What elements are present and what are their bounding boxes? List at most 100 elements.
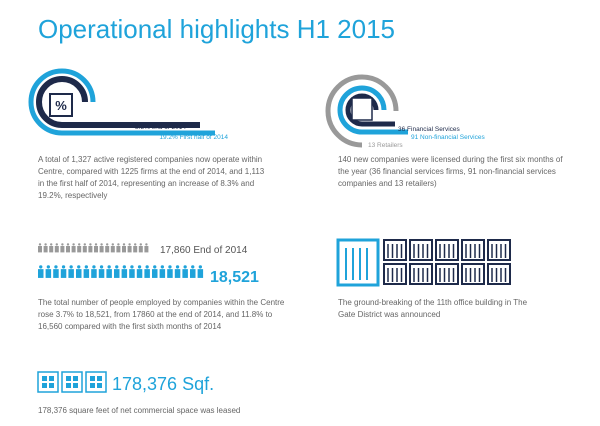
- person: [55, 243, 58, 246]
- building: [383, 239, 407, 261]
- person: [106, 243, 109, 246]
- person: [94, 243, 98, 246]
- person: [137, 265, 142, 269]
- person: [174, 269, 181, 278]
- space-cell: [73, 376, 78, 381]
- building: [435, 239, 459, 261]
- space-cell: [66, 383, 71, 388]
- person: [129, 269, 135, 278]
- person: [168, 265, 172, 269]
- label: 13 Retailers: [368, 142, 403, 149]
- person: [38, 243, 42, 246]
- person: [100, 243, 103, 246]
- paragraph-line: The ground-breaking of the 11th office b…: [338, 298, 528, 307]
- person: [122, 246, 126, 253]
- person: [69, 265, 73, 269]
- person: [66, 243, 70, 246]
- person: [76, 269, 82, 278]
- person: [122, 265, 126, 269]
- building: [487, 239, 511, 261]
- person: [183, 265, 187, 269]
- person: [105, 246, 110, 253]
- person: [190, 269, 196, 278]
- person: [43, 246, 48, 253]
- person: [98, 269, 105, 278]
- person: [116, 246, 121, 253]
- person: [50, 243, 53, 246]
- person: [182, 269, 188, 278]
- space-cell: [49, 376, 54, 381]
- space-cell: [97, 383, 102, 388]
- paragraph-line: in the first half of 2014, representing …: [38, 179, 254, 188]
- person: [144, 269, 150, 278]
- paragraph-line: The total number of people employed by c…: [38, 298, 285, 307]
- person: [83, 243, 87, 246]
- person: [94, 246, 98, 253]
- building: [383, 263, 407, 285]
- person: [44, 243, 47, 246]
- person: [38, 269, 44, 278]
- person: [99, 265, 104, 269]
- label: 36 Financial Services: [398, 126, 461, 133]
- space-cell: [42, 383, 47, 388]
- person: [89, 243, 92, 246]
- person: [45, 269, 52, 278]
- person: [145, 265, 149, 269]
- label: 19.2% First half of 2014: [159, 134, 228, 141]
- person: [122, 243, 126, 246]
- paragraph-line: the year (36 financial services firms, 9…: [338, 167, 556, 176]
- building: [409, 263, 433, 285]
- person: [77, 246, 82, 253]
- person: [145, 243, 148, 246]
- person: [38, 246, 42, 253]
- person: [160, 265, 165, 269]
- person: [144, 246, 149, 253]
- person: [117, 243, 120, 246]
- paragraph-line: companies and 13 retailers): [338, 179, 437, 188]
- person: [77, 265, 81, 269]
- person: [61, 243, 64, 246]
- paragraph-line: 178,376 square feet of net commercial sp…: [38, 406, 240, 415]
- paragraph-line: rose 3.7% to 18,521, from 17860 at the e…: [38, 310, 273, 319]
- paragraph-line: A total of 1,327 active registered compa…: [38, 155, 262, 164]
- space: [61, 371, 83, 393]
- person: [110, 246, 115, 253]
- person: [61, 265, 66, 269]
- person: [127, 246, 132, 253]
- person: [153, 265, 157, 269]
- label: 8.3% end of 2014: [135, 124, 186, 131]
- person: [49, 246, 54, 253]
- person: [130, 265, 134, 269]
- person: [114, 269, 120, 278]
- paragraphs: A total of 1,327 active registered compa…: [38, 155, 563, 415]
- person: [138, 246, 143, 253]
- person: [107, 265, 111, 269]
- building: [461, 263, 485, 285]
- person: [60, 246, 65, 253]
- person: [191, 265, 195, 269]
- space-cell: [66, 376, 71, 381]
- person: [60, 269, 67, 278]
- person: [134, 243, 137, 246]
- person: [198, 265, 203, 269]
- people-icons: [38, 243, 204, 278]
- paragraph-line: 16,560 compared with the first sixth mon…: [38, 322, 222, 331]
- person: [133, 246, 138, 253]
- paragraph-line: Gate District was announced: [338, 310, 440, 319]
- person: [88, 246, 93, 253]
- building: [409, 239, 433, 261]
- person: [175, 265, 180, 269]
- building: [435, 263, 459, 285]
- person: [82, 246, 87, 253]
- building: [487, 263, 511, 285]
- person: [159, 269, 166, 278]
- person: [106, 269, 112, 278]
- person: [83, 269, 90, 278]
- person: [71, 246, 76, 253]
- building-icons: [336, 238, 511, 287]
- label: 17,860 End of 2014: [160, 245, 248, 256]
- building: [461, 239, 485, 261]
- person: [139, 243, 142, 246]
- companies-icon: [325, 74, 408, 148]
- paragraph-line: 19.2%, respectively: [38, 191, 107, 200]
